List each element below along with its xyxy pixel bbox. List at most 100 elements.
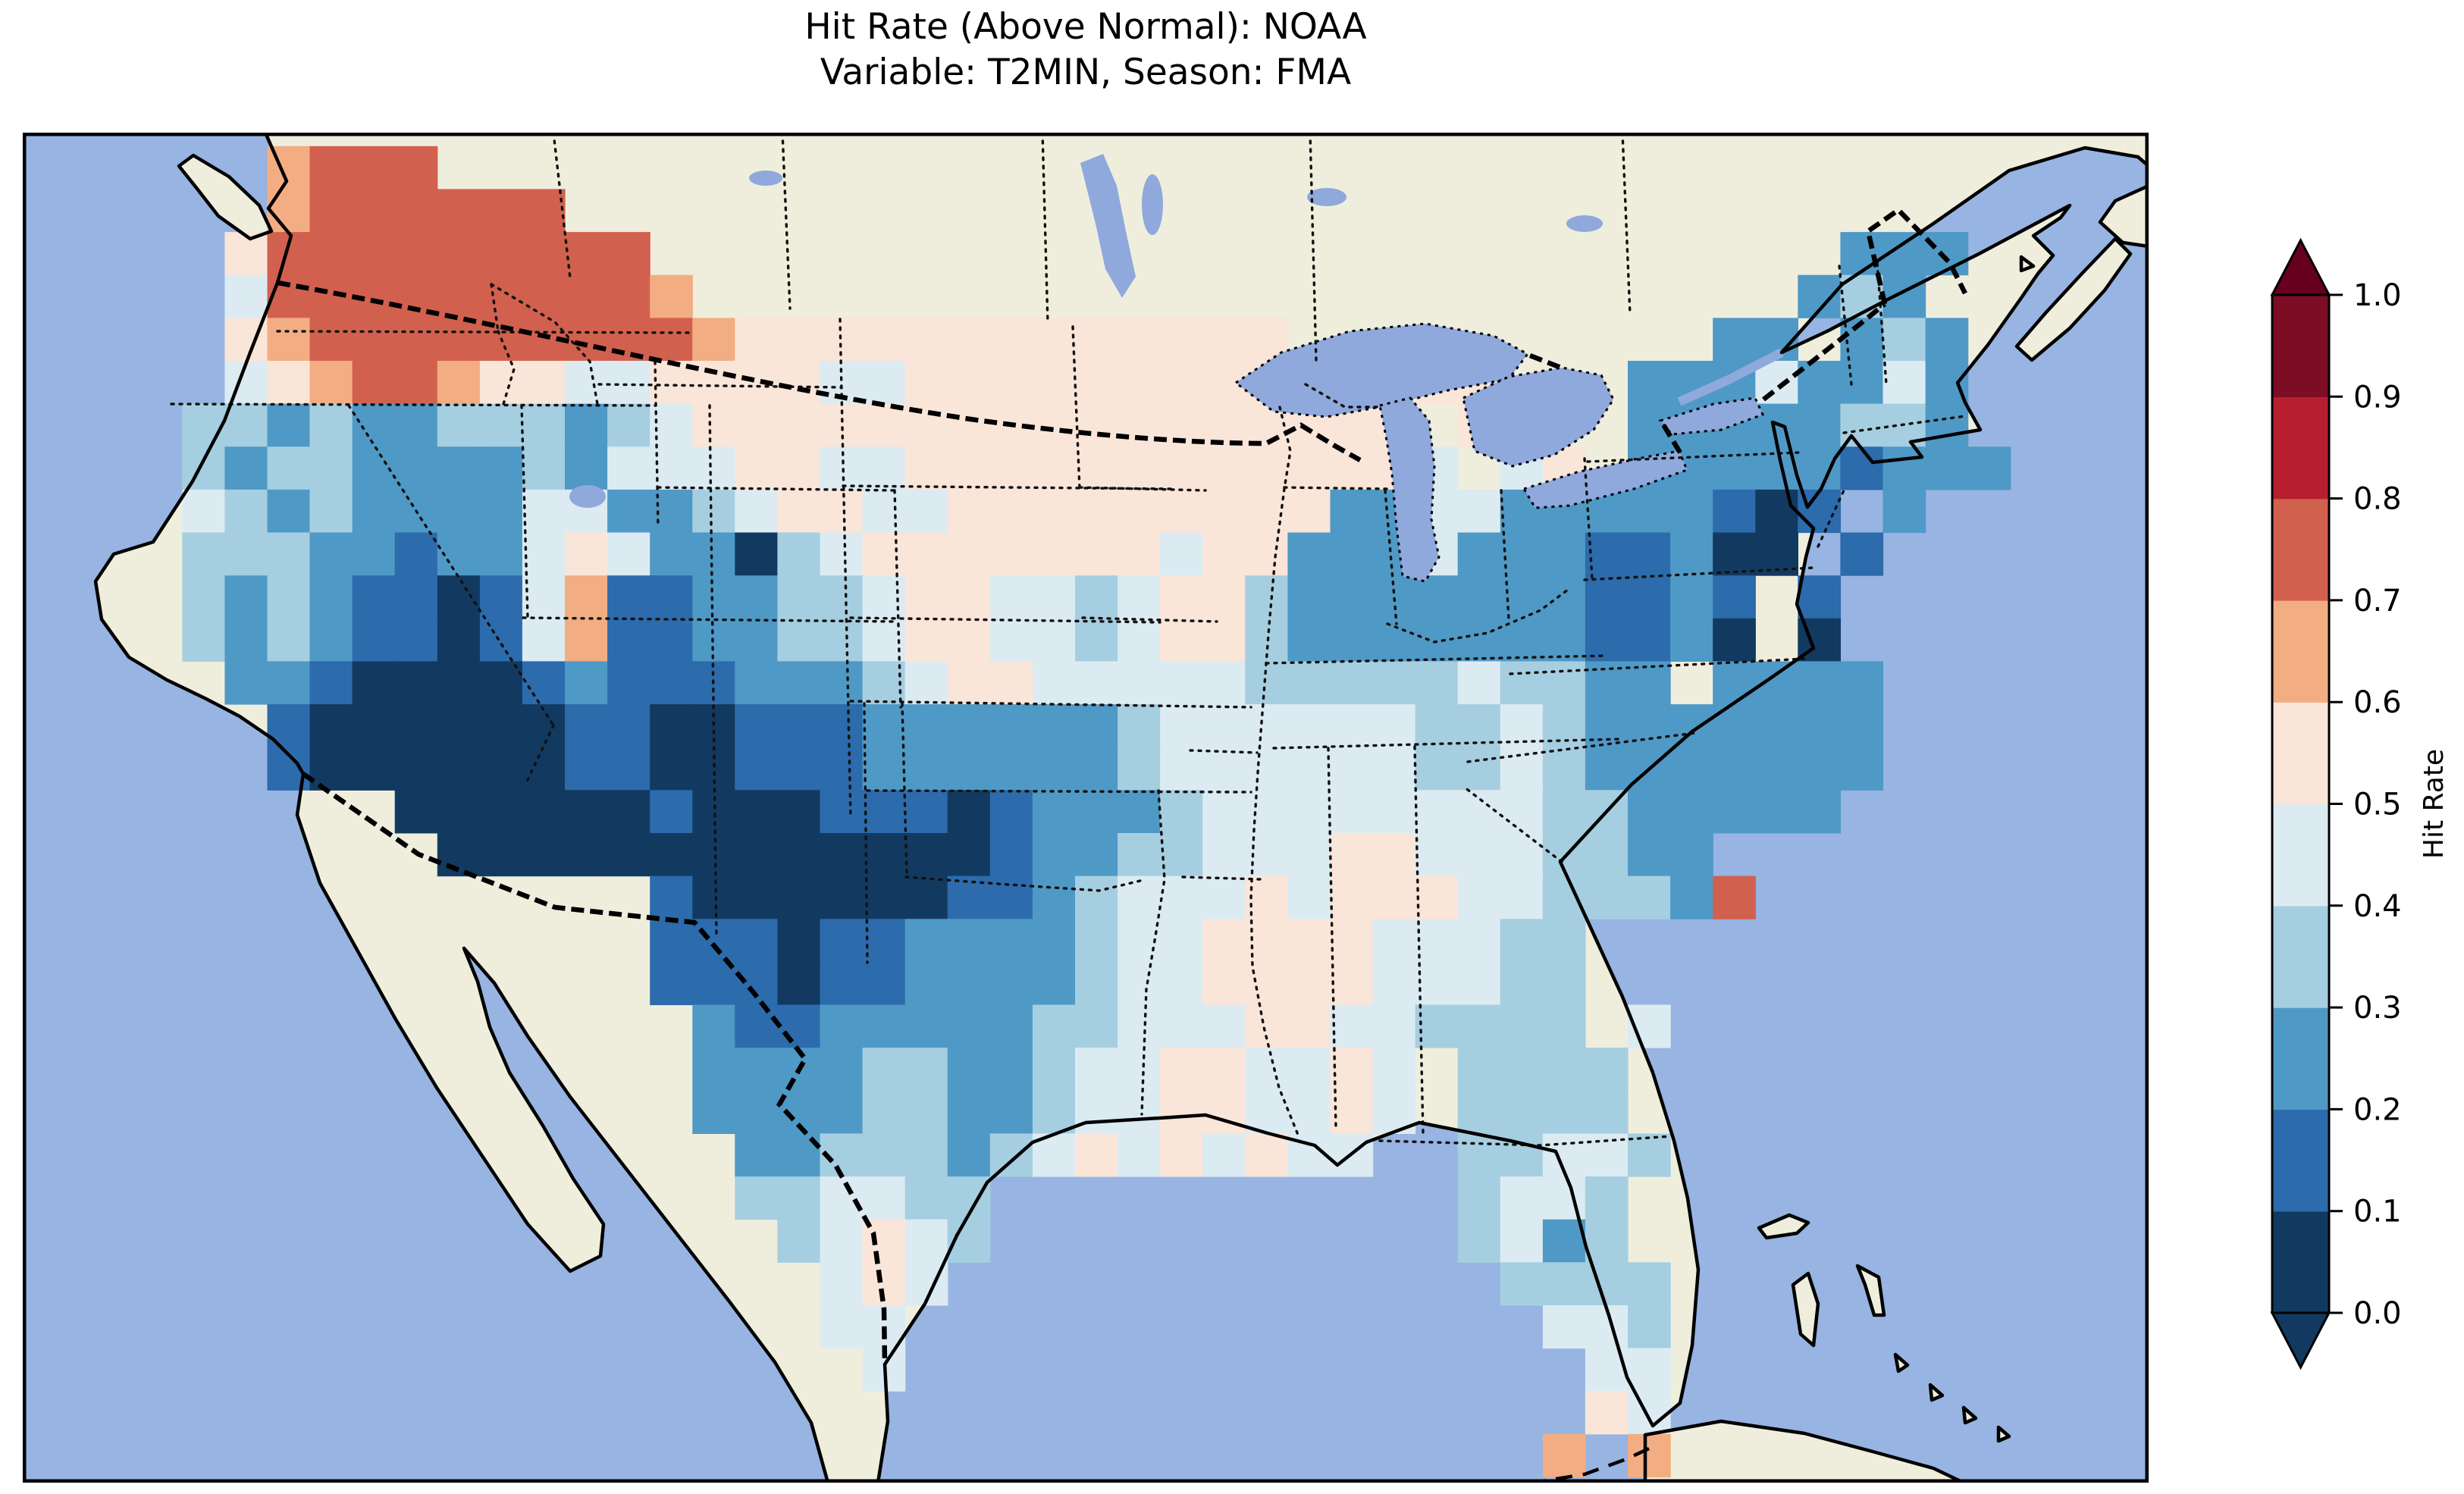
heatmap-cell: [1542, 1433, 1586, 1478]
heatmap-cell: [1160, 961, 1203, 1006]
heatmap-cell: [309, 661, 353, 705]
heatmap-cell: [650, 704, 693, 748]
heatmap-cell: [650, 618, 693, 662]
heatmap-cell: [904, 833, 948, 877]
heatmap-cell: [777, 704, 821, 748]
heatmap-cell: [607, 661, 650, 705]
heatmap-cell: [862, 790, 906, 834]
heatmap-cells: [182, 146, 2011, 1478]
heatmap-cell: [989, 961, 1033, 1006]
heatmap-cell: [394, 747, 438, 791]
heatmap-cell: [437, 274, 481, 318]
heatmap-cell: [1075, 318, 1118, 362]
great-lakes: [569, 154, 1784, 583]
heatmap-cell: [1500, 875, 1544, 919]
heatmap-cell: [479, 661, 523, 705]
heatmap-cell: [862, 489, 906, 534]
heatmap-cell: [692, 1004, 735, 1048]
heatmap-cell: [1202, 489, 1246, 534]
heatmap-cell: [1118, 833, 1161, 877]
heatmap-cell: [1032, 1090, 1076, 1134]
heatmap-cell: [820, 919, 864, 963]
heatmap-cell: [1287, 747, 1331, 791]
heatmap-cell: [352, 232, 396, 276]
heatmap-cell: [1032, 961, 1076, 1006]
heatmap-cell: [565, 618, 608, 662]
heatmap-cell: [309, 747, 353, 791]
colorbar-tick-label: 0.1: [2353, 1195, 2402, 1229]
heatmap-cell: [565, 446, 608, 490]
heatmap-cell: [479, 403, 523, 447]
heatmap-cell: [352, 747, 396, 791]
heatmap-cell: [352, 618, 396, 662]
colorbar-tick-label: 0.2: [2353, 1092, 2402, 1127]
heatmap-cell: [1755, 704, 1798, 748]
heatmap-cell: [862, 1004, 906, 1048]
heatmap-cell: [777, 361, 821, 405]
heatmap-cell: [1585, 1176, 1629, 1220]
heatmap-cell: [777, 1176, 821, 1220]
heatmap-cell: [479, 790, 523, 834]
heatmap-cell: [1160, 790, 1203, 834]
colorbar-label: Hit Rate: [2419, 749, 2450, 859]
heatmap-cell: [904, 790, 948, 834]
heatmap-cell: [1372, 875, 1416, 919]
heatmap-cell: [607, 833, 650, 877]
heatmap-cell: [947, 704, 991, 748]
heatmap-cell: [692, 961, 735, 1006]
heatmap-cell: [735, 1048, 778, 1092]
heatmap-cell: [1542, 747, 1586, 791]
heatmap-cell: [862, 661, 906, 705]
heatmap-cell: [1628, 833, 1671, 877]
heatmap-cell: [1585, 1048, 1629, 1092]
heatmap-cell: [1882, 274, 1926, 318]
heatmap-cell: [352, 575, 396, 619]
heatmap-cell: [1457, 661, 1501, 705]
heatmap-cell: [394, 532, 438, 576]
heatmap-cell: [862, 446, 906, 490]
heatmap-cell: [1457, 1219, 1501, 1263]
heatmap-cell: [989, 489, 1033, 534]
heatmap-cell: [820, 446, 864, 490]
heatmap-cell: [1585, 833, 1629, 877]
heatmap-cell: [1032, 618, 1076, 662]
heatmap-cell: [1330, 704, 1374, 748]
heatmap-cell: [862, 833, 906, 877]
heatmap-cell: [224, 274, 268, 318]
heatmap-cell: [1032, 1004, 1076, 1048]
heatmap-cell: [565, 575, 608, 619]
heatmap-cell: [437, 833, 481, 877]
heatmap-cell: [862, 575, 906, 619]
heatmap-cell: [437, 575, 481, 619]
heatmap-cell: [1755, 747, 1798, 791]
heatmap-cell: [735, 575, 778, 619]
heatmap-cell: [1245, 961, 1288, 1006]
heatmap-cell: [904, 661, 948, 705]
heatmap-cell: [650, 875, 693, 919]
heatmap-cell: [1415, 661, 1459, 705]
colorbar-tick-label: 0.6: [2353, 685, 2402, 720]
heatmap-cell: [820, 704, 864, 748]
heatmap-cell: [607, 318, 650, 362]
heatmap-cell: [735, 618, 778, 662]
heatmap-cell: [947, 747, 991, 791]
heatmap-cell: [479, 704, 523, 748]
heatmap-cell: [1670, 532, 1713, 576]
heatmap-cell: [989, 661, 1033, 705]
heatmap-cell: [1457, 532, 1501, 576]
heatmap-cell: [735, 747, 778, 791]
heatmap-cell: [1500, 833, 1544, 877]
heatmap-cell: [692, 446, 735, 490]
heatmap-cell: [1840, 532, 1884, 576]
heatmap-cell: [1032, 489, 1076, 534]
heatmap-cell: [1415, 961, 1459, 1006]
heatmap-cell: [1457, 1004, 1501, 1048]
heatmap-cell: [1032, 747, 1076, 791]
heatmap-cell: [1032, 704, 1076, 748]
colorbar-tick-label: 1.0: [2353, 278, 2402, 313]
heatmap-cell: [862, 747, 906, 791]
heatmap-cell: [1202, 1090, 1246, 1134]
heatmap-cell: [1202, 532, 1246, 576]
heatmap-cell: [437, 661, 481, 705]
heatmap-cell: [1670, 575, 1713, 619]
